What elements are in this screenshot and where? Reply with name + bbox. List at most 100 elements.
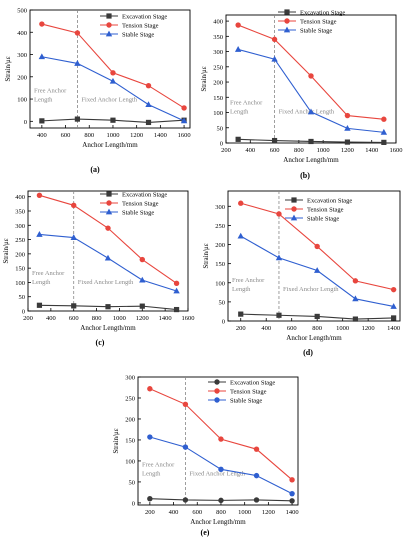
data-point (289, 498, 295, 504)
data-point (71, 303, 77, 309)
x-tick-label: 1000 (238, 509, 251, 516)
y-tick-label: 100 (15, 280, 25, 287)
data-point (182, 401, 189, 407)
data-point (173, 306, 180, 313)
data-point (289, 477, 295, 483)
y-tick-label: 500 (17, 8, 27, 15)
data-point (110, 70, 116, 76)
annotation-free-length: Length (34, 97, 53, 104)
legend-entry: Stable Stage (230, 398, 262, 405)
data-point (308, 138, 314, 145)
y-axis-label: Strain/με (112, 428, 120, 453)
x-tick-label: 1400 (387, 325, 400, 332)
plot-frame (27, 190, 189, 312)
data-point (271, 55, 278, 62)
y-tick-label: 0 (132, 500, 135, 507)
x-tick-label: 800 (216, 509, 226, 516)
y-tick-label: 250 (15, 237, 25, 244)
data-point (36, 192, 43, 198)
panel-label: (b) (300, 171, 310, 180)
x-tick-label: 200 (236, 325, 246, 332)
x-tick-label: 1400 (286, 509, 299, 516)
y-tick-label: 300 (213, 49, 223, 56)
data-point (145, 82, 152, 89)
x-tick-label: 200 (23, 315, 33, 322)
data-point (391, 315, 397, 321)
x-tick-label: 600 (270, 147, 280, 154)
x-tick-label: 1200 (262, 509, 275, 516)
x-tick-label: 1000 (113, 315, 126, 322)
x-tick-label: 1000 (317, 147, 330, 154)
data-point (253, 497, 260, 503)
panel-label: (e) (201, 528, 210, 537)
data-point (139, 303, 145, 309)
y-tick-label: 0 (222, 319, 225, 326)
annotation-fixed-length: Fixed Anchor Length (279, 109, 335, 116)
x-tick-label: 1200 (362, 325, 375, 332)
data-point (218, 436, 224, 442)
annotation-free-length: Free Anchor (32, 270, 65, 277)
annotation-fixed-length: Fixed Anchor Length (81, 97, 137, 104)
legend-entry: Excavation Stage (122, 14, 167, 21)
plot-frame (29, 9, 191, 129)
panel-label: (d) (303, 348, 313, 357)
data-point (238, 311, 244, 317)
legend-entry: Excavation Stage (307, 198, 352, 205)
data-point (352, 278, 359, 284)
y-tick-label: 250 (215, 223, 225, 230)
y-axis-label: Strain/με (200, 66, 208, 91)
y-tick-label: 250 (125, 395, 135, 402)
y-tick-label: 100 (215, 280, 225, 287)
x-axis-label: Anchor Length/mm (286, 334, 342, 342)
legend-entry: Excavation Stage (230, 380, 275, 387)
y-tick-label: 400 (213, 19, 223, 26)
data-point (173, 280, 180, 286)
data-point (104, 254, 112, 261)
legend-entry: Stable Stage (122, 210, 154, 217)
data-point (380, 128, 388, 135)
x-tick-label: 1400 (154, 132, 167, 139)
x-tick-label: 600 (61, 132, 71, 139)
y-tick-label: 200 (213, 80, 223, 87)
data-point (147, 434, 153, 440)
series-line (237, 48, 384, 133)
y-axis-label: Strain/με (4, 56, 12, 81)
data-point (74, 116, 81, 122)
legend-swatch-marker (291, 206, 297, 212)
x-tick-label: 1600 (178, 132, 191, 139)
data-point (390, 286, 397, 293)
y-tick-label: 250 (213, 64, 223, 71)
legend-swatch-marker (214, 397, 220, 403)
legend-entry: Excavation Stage (122, 192, 167, 199)
data-point (253, 472, 260, 479)
x-axis-label: Anchor Length/mm (80, 324, 136, 332)
x-tick-label: 600 (69, 315, 79, 322)
data-point (182, 444, 189, 450)
x-tick-label: 600 (192, 509, 202, 516)
data-point (39, 21, 45, 27)
annotation-free-length: Free Anchor (230, 100, 263, 107)
plot-frame (137, 376, 299, 506)
y-tick-label: 300 (125, 375, 135, 382)
annotation-fixed-length: Fixed Anchor Length (189, 471, 245, 478)
data-point (307, 108, 315, 115)
data-point (173, 287, 180, 294)
data-point (105, 304, 111, 310)
data-point (314, 313, 320, 320)
x-tick-label: 200 (221, 147, 231, 154)
data-point (271, 36, 278, 43)
y-tick-label: 350 (15, 209, 25, 216)
y-tick-label: 300 (15, 223, 25, 230)
data-point (71, 202, 77, 208)
data-point (308, 73, 314, 79)
annotation-fixed-length: Fixed Anchor Length (78, 279, 134, 286)
y-tick-label: 50 (219, 299, 226, 306)
y-tick-label: 0 (220, 141, 223, 148)
y-tick-label: 300 (215, 204, 225, 211)
data-point (352, 295, 359, 302)
data-point (271, 137, 278, 144)
y-tick-label: 300 (17, 52, 27, 59)
legend-swatch-marker (106, 191, 112, 197)
legend-swatch-marker (214, 388, 220, 394)
